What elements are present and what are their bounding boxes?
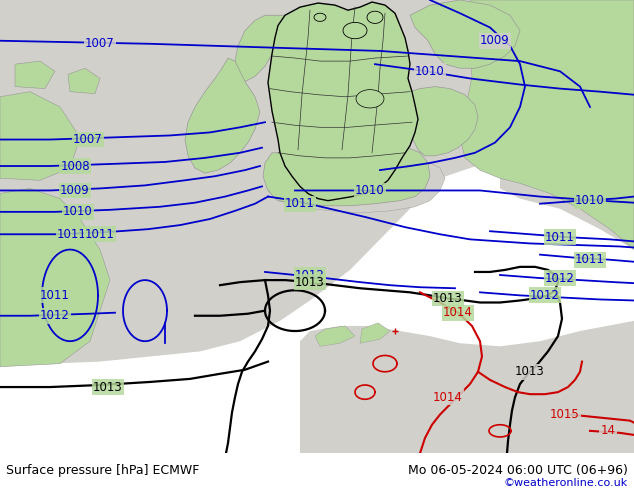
Text: 1012: 1012: [40, 309, 70, 322]
Polygon shape: [0, 0, 634, 367]
Polygon shape: [410, 87, 478, 156]
Polygon shape: [315, 326, 355, 346]
Text: 1014: 1014: [443, 306, 473, 319]
Polygon shape: [360, 323, 390, 343]
Text: 1008: 1008: [60, 160, 90, 172]
Text: 1011: 1011: [545, 231, 575, 244]
Polygon shape: [0, 189, 110, 367]
Text: 1012: 1012: [545, 271, 575, 285]
Polygon shape: [314, 13, 326, 22]
Text: 1007: 1007: [85, 37, 115, 50]
Text: 1011: 1011: [40, 289, 70, 302]
Text: 1011: 1011: [285, 197, 315, 210]
Text: 1010: 1010: [63, 205, 93, 219]
Text: 1010: 1010: [415, 65, 445, 78]
Text: 1015: 1015: [550, 408, 580, 421]
Text: 1013: 1013: [295, 276, 325, 289]
Text: 1012: 1012: [295, 269, 325, 282]
Polygon shape: [265, 160, 445, 213]
Polygon shape: [263, 147, 430, 206]
Polygon shape: [185, 58, 260, 173]
Text: 1009: 1009: [480, 34, 510, 47]
Text: 1009: 1009: [60, 184, 90, 197]
Polygon shape: [343, 23, 367, 39]
Text: ©weatheronline.co.uk: ©weatheronline.co.uk: [503, 478, 628, 488]
Text: 1010: 1010: [575, 194, 605, 207]
Text: 1012: 1012: [530, 289, 560, 302]
Polygon shape: [235, 15, 285, 81]
Text: 1013: 1013: [515, 365, 545, 378]
Polygon shape: [68, 68, 100, 94]
Polygon shape: [356, 90, 384, 108]
Polygon shape: [460, 0, 634, 249]
Polygon shape: [410, 0, 520, 68]
Text: 1014: 1014: [433, 391, 463, 404]
Text: 1011: 1011: [85, 228, 115, 241]
Polygon shape: [500, 0, 634, 249]
Polygon shape: [367, 11, 383, 24]
Text: 1010: 1010: [355, 184, 385, 197]
Text: 1013: 1013: [433, 292, 463, 305]
Text: Surface pressure [hPa] ECMWF: Surface pressure [hPa] ECMWF: [6, 465, 200, 477]
Text: 1007: 1007: [73, 133, 103, 146]
Text: 14: 14: [600, 424, 616, 438]
Text: Mo 06-05-2024 06:00 UTC (06+96): Mo 06-05-2024 06:00 UTC (06+96): [408, 465, 628, 477]
Polygon shape: [300, 321, 634, 453]
Polygon shape: [0, 92, 80, 180]
Text: 1011: 1011: [575, 253, 605, 266]
Polygon shape: [15, 61, 55, 89]
Text: 1011: 1011: [57, 228, 87, 241]
Polygon shape: [268, 2, 418, 200]
Text: 1013: 1013: [93, 381, 123, 393]
